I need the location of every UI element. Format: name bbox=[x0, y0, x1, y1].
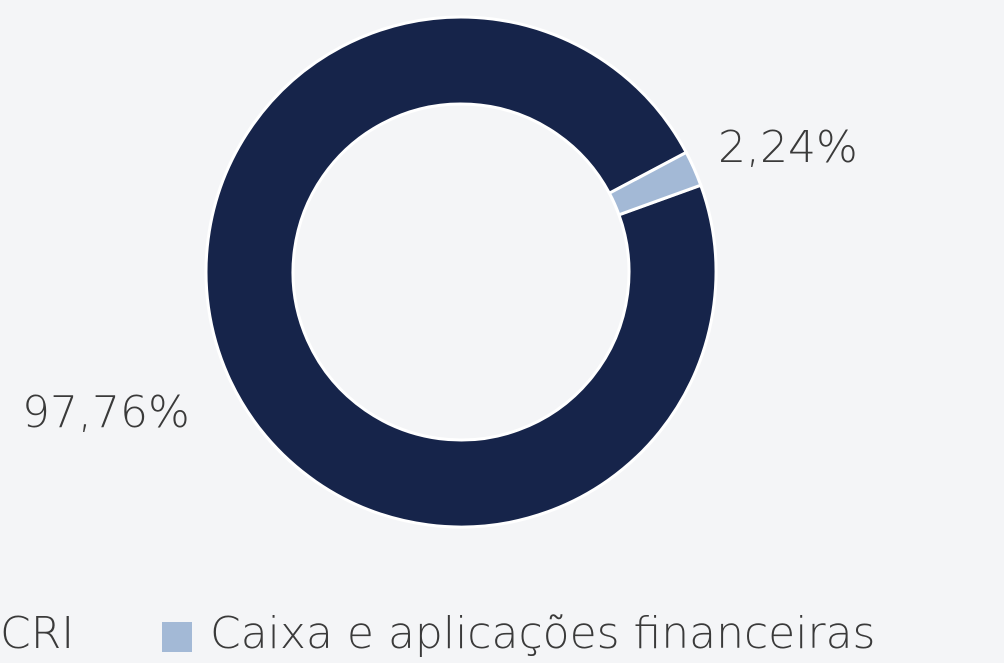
data-label: 2,24% bbox=[718, 122, 858, 173]
data-label: 97,76% bbox=[22, 387, 190, 438]
legend-label: Caixa e aplicações financeiras bbox=[210, 608, 875, 659]
donut-slice bbox=[204, 15, 718, 529]
legend-label: CRI bbox=[0, 608, 74, 659]
legend-marker bbox=[162, 622, 192, 652]
donut-slice bbox=[607, 150, 703, 217]
